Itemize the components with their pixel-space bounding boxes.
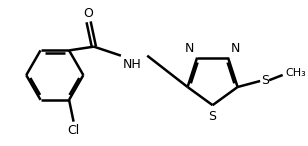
Text: N: N [231,42,241,55]
Text: NH: NH [122,58,141,71]
Text: S: S [261,74,269,87]
Text: Cl: Cl [67,124,80,137]
Text: CH₃: CH₃ [285,68,306,79]
Text: O: O [84,7,94,20]
Text: N: N [185,42,194,55]
Text: S: S [209,110,217,123]
